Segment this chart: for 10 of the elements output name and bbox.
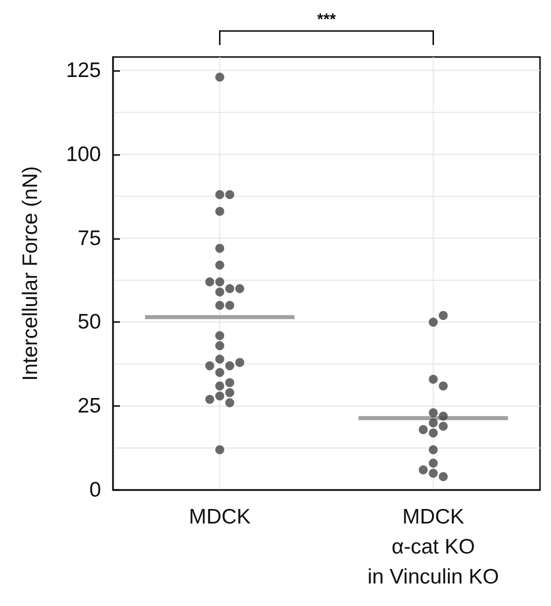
y-tick-label: 75 xyxy=(78,226,101,250)
y-axis-title: Intercellular Force (nN) xyxy=(19,166,42,381)
y-tick-label: 125 xyxy=(66,58,101,82)
y-tick-label: 25 xyxy=(78,394,101,418)
y-tick-label: 50 xyxy=(78,310,101,334)
x-tick-label: MDCK α-cat KO in Vinculin KO xyxy=(367,506,500,588)
text: *** xyxy=(317,12,337,28)
y-tick-label: 100 xyxy=(66,142,101,166)
x-tick-label: MDCK xyxy=(188,506,251,528)
y-tick-label: 0 xyxy=(89,478,101,502)
